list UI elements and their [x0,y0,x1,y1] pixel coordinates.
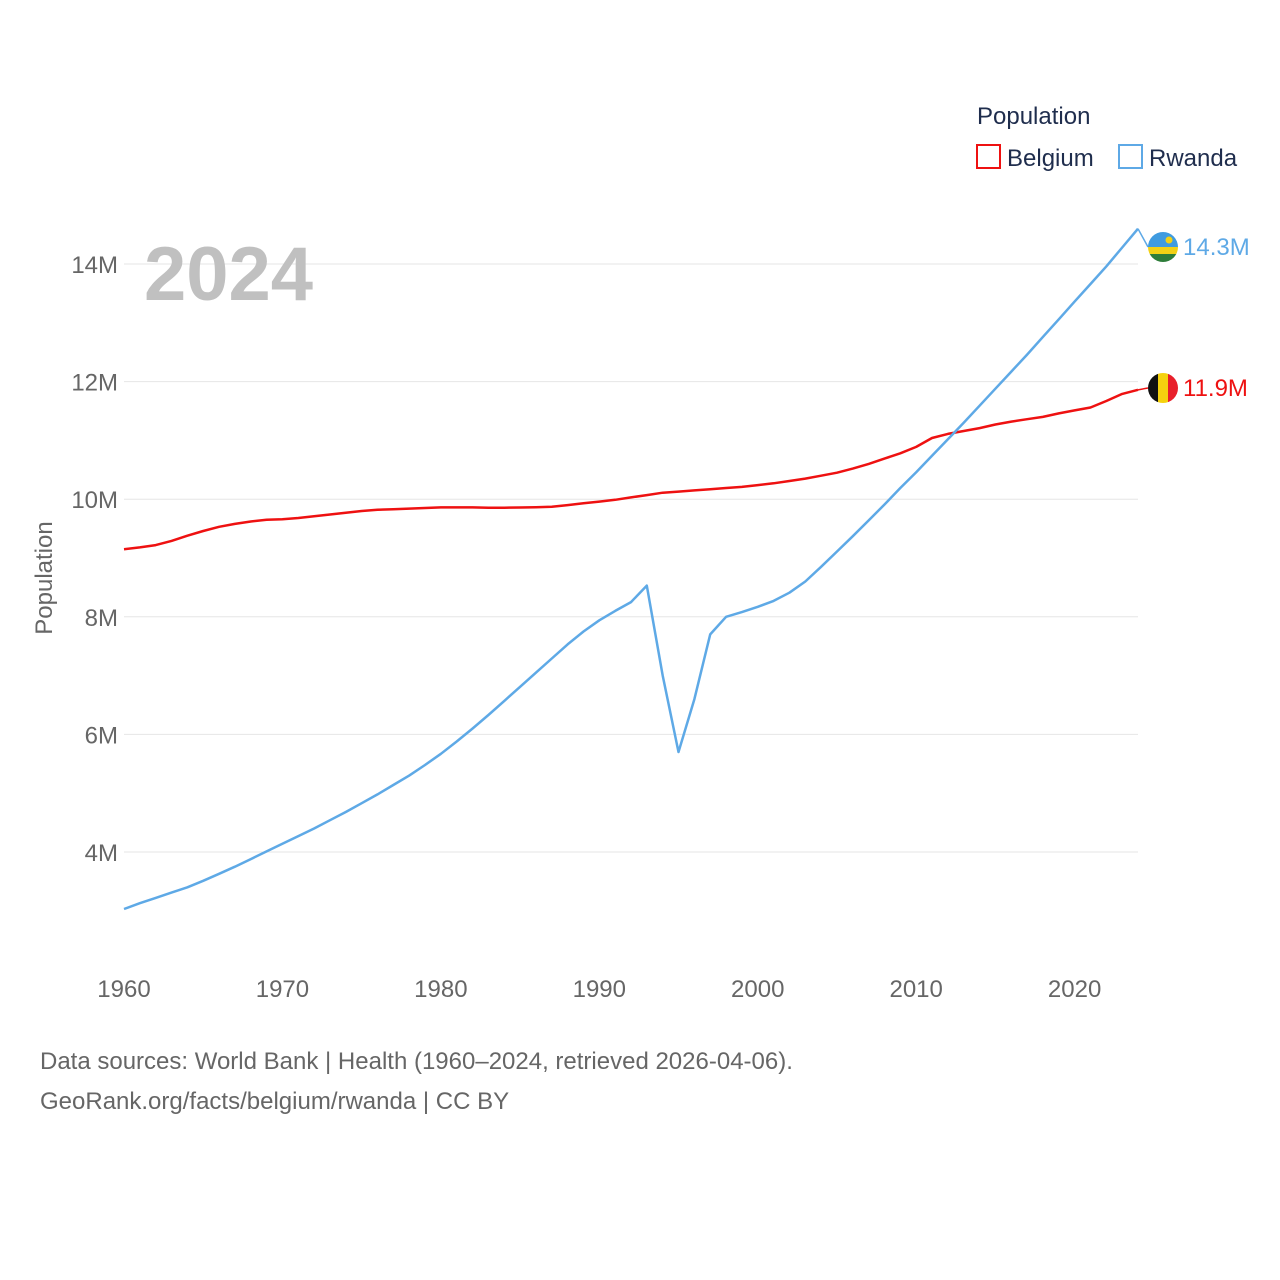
end-value-belgium: 11.9M [1183,375,1248,402]
x-tick-label: 2010 [889,976,942,1003]
y-tick-label: 4M [85,840,118,867]
series-line-belgium[interactable] [123,388,1139,551]
end-labels: 11.9M 14.3M [1137,228,1250,403]
grid-lines [124,263,1138,853]
x-tick-label: 2000 [731,976,784,1003]
legend-label-rwanda: Rwanda [1149,145,1238,172]
legend-title: Population [977,103,1090,130]
x-tick-label: 1960 [97,976,150,1003]
y-tick-label: 14M [71,252,118,279]
end-connector [1137,387,1149,391]
end-connector [1137,228,1149,248]
x-tick-label: 2020 [1048,976,1101,1003]
y-tick-label: 12M [71,370,118,397]
chart-title-year: 2024 [144,232,313,317]
series-line-rwanda[interactable] [123,227,1139,911]
source-line: Data sources: World Bank | Health (1960–… [40,1048,793,1075]
y-axis-label: Population [31,521,58,634]
legend-label-belgium: Belgium [1007,145,1094,172]
y-tick-label: 8M [85,605,118,632]
y-tick-label: 10M [71,487,118,514]
legend-item-belgium[interactable]: Belgium [976,144,1094,172]
data-source-footer: Data sources: World Bank | Health (1960–… [40,1042,793,1122]
x-tick-label: 1970 [256,976,309,1003]
license-line: GeoRank.org/facts/belgium/rwanda | CC BY [40,1088,510,1115]
series-lines [123,227,1139,911]
y-axis-ticks: 4M 6M 8M 10M 12M 14M [71,252,118,867]
x-tick-label: 1980 [414,976,467,1003]
legend-item-rwanda[interactable]: Rwanda [1118,144,1238,172]
x-axis-ticks: 1960 1970 1980 1990 2000 2010 2020 [97,976,1101,1003]
legend-swatch-rwanda [1118,144,1143,169]
rwanda-flag-icon [1148,232,1178,262]
end-value-rwanda: 14.3M [1183,234,1250,261]
legend-swatch-belgium [976,144,1001,169]
belgium-flag-icon [1148,373,1178,403]
x-tick-label: 1990 [573,976,626,1003]
y-tick-label: 6M [85,722,118,749]
